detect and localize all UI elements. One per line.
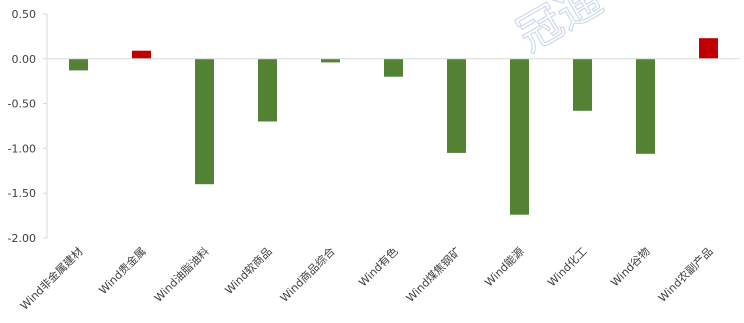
bar-6 — [384, 58, 403, 77]
y-tick-label: -2.00 — [8, 232, 36, 245]
x-category-label: Wind油脂油料 — [151, 244, 212, 305]
x-category-label: Wind有色 — [356, 244, 401, 289]
bar-5 — [321, 58, 340, 63]
bar-2 — [132, 50, 151, 59]
x-category-label: Wind煤焦钢矿 — [404, 245, 464, 305]
x-category-label: Wind化工 — [545, 244, 590, 289]
bar-9 — [573, 58, 592, 111]
y-tick-label: 0.00 — [12, 53, 37, 66]
bar-11 — [699, 38, 718, 59]
bar-10 — [636, 58, 655, 154]
x-category-label: Wind谷物 — [608, 244, 653, 289]
watermark-text: 冠通 — [509, 0, 611, 62]
y-tick-label: -1.00 — [8, 142, 36, 155]
y-tick-label: -0.50 — [8, 98, 36, 111]
bar-7 — [447, 58, 466, 153]
y-tick-label: 0.50 — [12, 8, 37, 21]
watermark: 冠通 — [508, 0, 611, 62]
x-category-label: Wind非金属建材 — [17, 244, 85, 312]
bar-3 — [195, 58, 214, 185]
x-category-label: Wind软商品 — [222, 244, 275, 297]
x-category-label: Wind贵金属 — [96, 244, 149, 297]
x-category-label: Wind农副产品 — [655, 244, 716, 305]
x-category-label: Wind商品综合 — [277, 244, 338, 305]
x-axis-labels: Wind非金属建材 Wind贵金属 Wind油脂油料 Wind软商品 Wind商品综合 W… — [17, 244, 715, 312]
y-tick-label: -1.50 — [8, 187, 36, 200]
x-category-label: Wind能源 — [482, 244, 527, 289]
bar-8 — [510, 58, 529, 215]
bar-1 — [69, 58, 88, 71]
bars — [69, 38, 718, 215]
y-axis: 0.50 0.00 -0.50 -1.00 -1.50 -2.00 — [8, 8, 48, 245]
bar-4 — [258, 58, 277, 122]
